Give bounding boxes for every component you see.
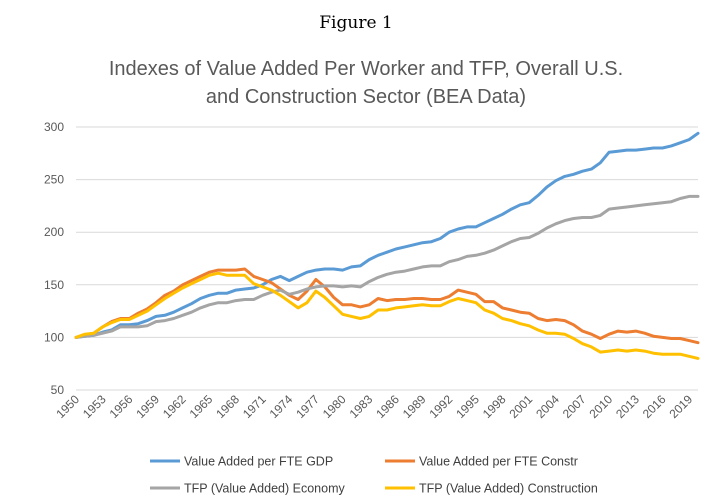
x-tick-label: 1971	[240, 392, 269, 421]
x-tick-label: 1992	[427, 392, 456, 421]
legend-label: Value Added per FTE GDP	[184, 455, 333, 469]
x-tick-label: 2010	[586, 392, 615, 421]
x-tick-label: 1959	[133, 392, 162, 421]
legend: Value Added per FTE GDP Value Added per F…	[150, 455, 598, 496]
x-tick-label: 1983	[347, 392, 376, 421]
x-tick-label: 1995	[453, 392, 482, 421]
legend-label: Value Added per FTE Constr	[419, 455, 578, 469]
y-tick-label: 50	[51, 383, 65, 397]
x-tick-label: 1956	[107, 392, 136, 421]
y-tick-label: 100	[44, 330, 64, 344]
x-tick-label: 1998	[480, 392, 509, 421]
x-tick-label: 1965	[187, 392, 216, 421]
chart-title-line-1: Indexes of Value Added Per Worker and TF…	[109, 58, 623, 80]
x-tick-label: 1968	[213, 392, 242, 421]
x-tick-label: 2019	[666, 392, 695, 421]
gridlines	[76, 126, 698, 391]
legend-label: TFP (Value Added) Construction	[419, 482, 598, 496]
y-tick-label: 250	[44, 173, 64, 187]
x-tick-label: 1980	[320, 392, 349, 421]
legend-label: TFP (Value Added) Economy	[184, 482, 345, 496]
series-line	[74, 271, 700, 360]
x-tick-label: 2001	[507, 392, 536, 421]
x-tick-label: 2016	[640, 392, 669, 421]
y-axis: 50 100 150 200 250 300	[44, 120, 64, 397]
series-line	[74, 194, 700, 339]
x-axis: 1950195319561959196219651968197119741977…	[53, 392, 695, 421]
x-tick-label: 1986	[373, 392, 402, 421]
x-tick-label: 1989	[400, 392, 429, 421]
x-tick-label: 1953	[80, 392, 109, 421]
x-tick-label: 2004	[533, 392, 562, 421]
x-tick-label: 1962	[160, 392, 189, 421]
series-lines	[74, 131, 700, 360]
x-tick-label: 2013	[613, 392, 642, 421]
y-tick-label: 200	[44, 225, 64, 239]
series-line	[74, 131, 700, 339]
x-tick-label: 1974	[267, 392, 296, 421]
chart-title-line-2: and Construction Sector (BEA Data)	[206, 86, 526, 108]
x-tick-label: 2007	[560, 392, 589, 421]
y-tick-label: 300	[44, 120, 64, 134]
y-tick-label: 150	[44, 278, 64, 292]
x-tick-label: 1977	[293, 392, 322, 421]
figure-label: Figure 1	[319, 13, 392, 33]
series-line	[74, 267, 700, 345]
